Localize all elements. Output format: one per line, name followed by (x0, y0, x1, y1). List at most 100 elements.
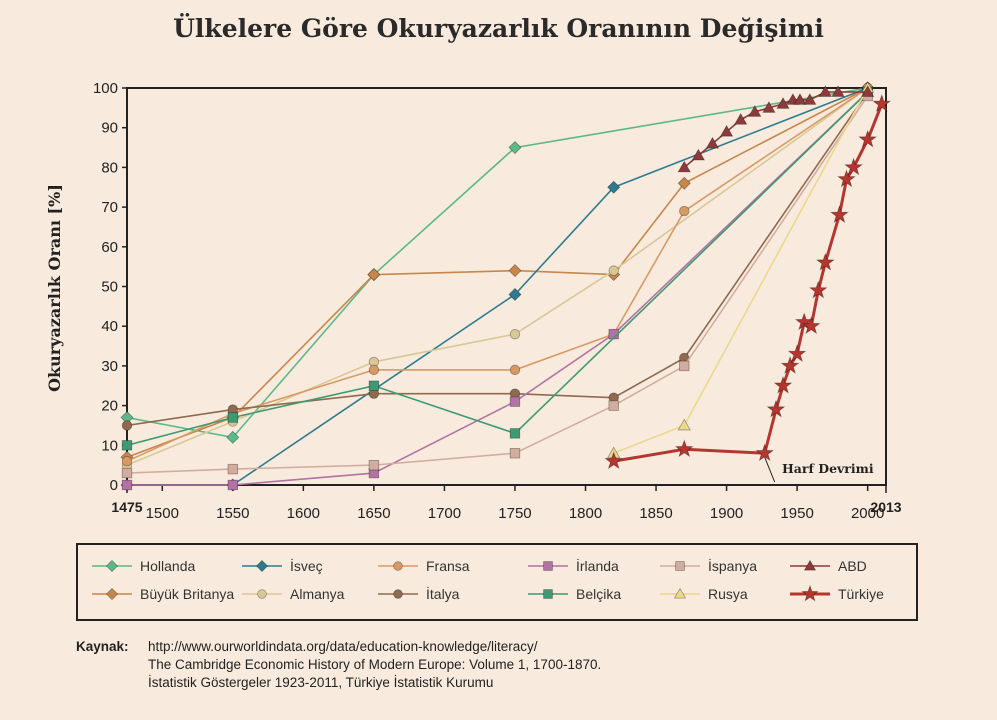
data-point (509, 448, 521, 459)
data-point (860, 85, 875, 97)
data-point (808, 280, 828, 299)
source-line: http://www.ourworldindata.org/data/educa… (148, 639, 538, 654)
data-point (872, 93, 892, 112)
data-point (121, 467, 133, 479)
legend-swatch (790, 585, 830, 602)
legend-item: İrlanda (526, 554, 619, 578)
legend-item: ABD (788, 554, 867, 578)
data-point (691, 148, 706, 161)
data-point (677, 160, 691, 173)
series-line (126, 87, 869, 466)
x-tick-label: 1700 (428, 505, 461, 522)
y-tick-label: 10 (101, 437, 118, 454)
data-point (793, 93, 807, 105)
data-point (679, 360, 690, 372)
data-point (509, 428, 521, 439)
data-point (508, 140, 522, 155)
series-line (127, 87, 868, 486)
data-point (121, 455, 133, 467)
source-line: The Cambridge Economic History of Modern… (148, 657, 602, 672)
legend-marker (105, 559, 119, 573)
x-tick-label: 1850 (639, 505, 672, 522)
x-tick-label: 1500 (146, 505, 179, 522)
legend-marker (801, 585, 819, 602)
data-point (762, 101, 776, 113)
x-tick-label: 2000 (851, 505, 884, 522)
series-line (126, 87, 868, 439)
annotation-layer: Harf Devrimi (764, 457, 874, 483)
y-tick-label: 80 (101, 159, 118, 176)
legend-label: İtalya (426, 586, 460, 602)
x-tick-label: 1900 (710, 505, 743, 522)
data-point (368, 364, 380, 376)
data-point (509, 396, 521, 407)
legend-swatch (92, 559, 132, 573)
legend-label: İrlanda (576, 558, 619, 574)
x-tick-label: 1800 (569, 505, 602, 522)
y-tick-label: 100 (93, 80, 118, 97)
legend-marker (803, 559, 817, 571)
legend-swatch (242, 589, 282, 599)
series-line (613, 87, 869, 454)
legend-marker (675, 561, 685, 571)
data-point (803, 93, 817, 105)
legend-marker (673, 587, 687, 599)
annotation-leader (764, 457, 776, 483)
legend-item: Belçika (526, 582, 621, 606)
legend-marker (105, 587, 119, 601)
x-tick-label: 1600 (287, 505, 320, 522)
data-point (509, 328, 521, 340)
series-türkiye (604, 93, 892, 470)
series-line (127, 91, 869, 486)
legend: Hollanda İsveç Fransa İrlanda İspanya ABD Büyü… (76, 543, 918, 621)
x-axis-ticks: 1500 1550 1600 1650 1700 1750 1800 1850 1900 1950… (111, 485, 902, 522)
data-point (780, 355, 800, 374)
legend-item: Hollanda (90, 554, 195, 578)
legend-item: Rusya (658, 582, 748, 606)
series-belçika (121, 86, 873, 451)
x-tick-label: 1750 (498, 505, 531, 522)
legend-marker (543, 589, 553, 599)
data-point (719, 124, 734, 137)
legend-swatch (242, 559, 282, 573)
legend-swatch (660, 587, 700, 599)
series-hollanda (120, 81, 875, 444)
chart-plot: Okuryazarlık Oranı [%] 0 10 20 30 40 50 60 70 80… (45, 80, 902, 522)
legend-label: Fransa (426, 558, 470, 574)
legend-swatch (528, 589, 568, 599)
x-edge-tick-label: 2013 (870, 499, 901, 515)
sources: Kaynak: http://www.ourworldindata.org/dat… (76, 638, 601, 692)
y-tick-label: 70 (101, 199, 118, 216)
series-line (613, 103, 884, 463)
legend-label: Almanya (290, 586, 345, 602)
data-point (121, 420, 133, 431)
data-point (677, 418, 691, 431)
data-point (604, 451, 624, 470)
legend-swatch (790, 559, 830, 571)
data-point (679, 205, 690, 217)
data-point (227, 463, 239, 475)
data-point (674, 439, 694, 458)
data-point (837, 169, 856, 188)
legend-label: İspanya (708, 558, 758, 574)
series-i̇spanya (121, 90, 873, 479)
data-point (801, 316, 821, 335)
legend-item: İsveç (240, 554, 323, 578)
legend-marker (393, 589, 403, 599)
legend-label: Büyük Britanya (140, 586, 235, 602)
data-point (766, 399, 786, 418)
series-line (126, 87, 869, 458)
y-axis-label: Okuryazarlık Oranı [%] (45, 184, 64, 392)
legend-swatch (660, 561, 700, 571)
legend-swatch (378, 589, 418, 599)
y-tick-label: 20 (101, 398, 118, 415)
sources-label: Kaynak: (76, 639, 129, 654)
y-tick-label: 0 (110, 477, 118, 494)
data-point (607, 180, 621, 194)
y-tick-label: 90 (101, 120, 118, 137)
legend-label: Rusya (708, 586, 748, 602)
data-point (368, 380, 380, 391)
legend-item: İtalya (376, 582, 459, 606)
data-point (608, 265, 619, 276)
data-point (705, 136, 720, 149)
